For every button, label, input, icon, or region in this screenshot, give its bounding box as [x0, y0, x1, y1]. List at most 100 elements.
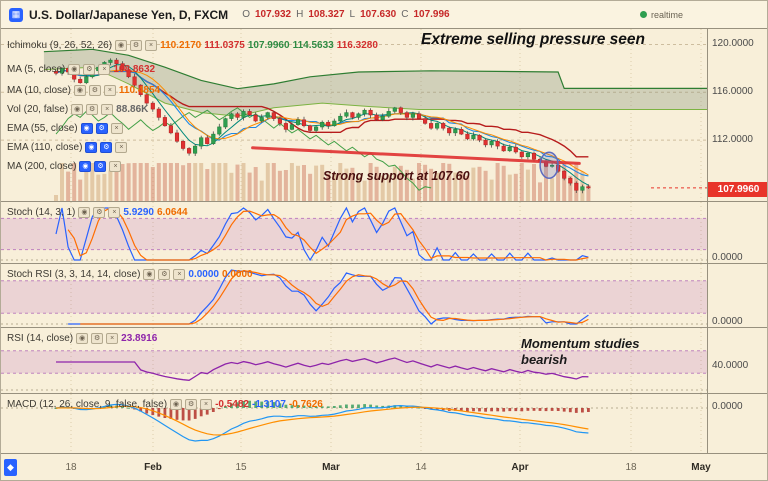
- eye-icon[interactable]: ◉: [71, 104, 84, 115]
- indicator-value: 6.0644: [156, 207, 188, 218]
- gear-icon[interactable]: ⚙: [100, 142, 113, 153]
- eye-icon[interactable]: ◉: [76, 333, 89, 344]
- rsi-chart-canvas[interactable]: [1, 328, 707, 393]
- time-axis[interactable]: ◆ 18 Feb 15 Mar 14 Apr 18 May: [1, 453, 767, 480]
- time-axis-label[interactable]: Mar: [322, 462, 340, 473]
- eye-icon[interactable]: ◉: [79, 161, 92, 172]
- eye-icon[interactable]: ◉: [170, 399, 183, 410]
- indicator-value: 88.86K: [116, 104, 149, 115]
- legend-row-ema110[interactable]: EMA (110, close) ◉ ⚙ ×: [7, 141, 128, 154]
- y-axis-label: 120.0000: [712, 38, 754, 49]
- eye-icon[interactable]: ◉: [80, 123, 93, 134]
- y-axis-label: 112.0000: [712, 134, 753, 145]
- high-value: 108.327: [308, 9, 345, 20]
- legend-row-ma5[interactable]: MA (5, close) ◉ ⚙ × 108.8632: [7, 63, 155, 76]
- low-value: 107.630: [360, 9, 397, 20]
- indicator-value: -0.7626: [288, 399, 323, 410]
- legend-row-ma10[interactable]: MA (10, close) ◉ ⚙ × 110.4854: [7, 84, 160, 97]
- realtime-label: realtime: [650, 9, 683, 20]
- time-axis-label[interactable]: 14: [415, 462, 427, 473]
- close-icon[interactable]: ×: [103, 85, 116, 96]
- stoch-header[interactable]: Stoch (14, 3, 1) ◉ ⚙ × 5.9290 6.0644: [7, 206, 188, 219]
- indicator-value: -1.3107: [252, 399, 286, 410]
- close-icon[interactable]: ×: [108, 207, 121, 218]
- close-icon[interactable]: ×: [106, 333, 119, 344]
- indicator-value: 108.8632: [113, 64, 156, 75]
- last-price-badge: 107.9960: [708, 182, 767, 197]
- gear-icon[interactable]: ⚙: [86, 104, 99, 115]
- macd-header[interactable]: MACD (12, 26, close, 9, false, false) ◉ …: [7, 398, 323, 411]
- rsi-header[interactable]: RSI (14, close) ◉ ⚙ × 23.8916: [7, 332, 157, 345]
- stoch-rsi-chart-canvas[interactable]: [1, 264, 707, 327]
- stoch-rsi-header[interactable]: Stoch RSI (3, 3, 14, 14, close) ◉ ⚙ × 0.…: [7, 268, 253, 281]
- time-axis-label[interactable]: 15: [235, 462, 247, 473]
- legend-label: MA (5, close): [7, 64, 66, 75]
- gear-icon[interactable]: ⚙: [158, 269, 171, 280]
- realtime-dot: [639, 11, 647, 18]
- indicator-value: 111.0375: [204, 40, 245, 51]
- indicator-value: 5.9290: [123, 207, 154, 218]
- legend-label: Stoch RSI (3, 3, 14, 14, close): [7, 269, 141, 280]
- close-icon[interactable]: ×: [115, 142, 128, 153]
- indicator-value: -0.5482: [215, 399, 249, 410]
- annotation-momentum: Momentum studies bearish: [521, 336, 640, 368]
- legend-label: Vol (20, false): [7, 104, 69, 115]
- gear-icon[interactable]: ⚙: [130, 40, 143, 51]
- close-icon[interactable]: ×: [109, 161, 122, 172]
- open-value: 107.932: [254, 9, 292, 20]
- indicator-value: 0.0000: [222, 269, 253, 280]
- stoch-rsi-pane[interactable]: Stoch RSI (3, 3, 14, 14, close) ◉ ⚙ × 0.…: [1, 263, 767, 327]
- gear-icon[interactable]: ⚙: [83, 64, 96, 75]
- eye-icon[interactable]: ◉: [115, 40, 128, 51]
- stoch-chart-canvas[interactable]: [1, 202, 707, 263]
- price-chart-canvas[interactable]: [1, 29, 707, 201]
- time-axis-label[interactable]: 18: [65, 462, 77, 473]
- close-icon[interactable]: ×: [110, 123, 123, 134]
- legend-row-ma200[interactable]: MA (200, close) ◉ ⚙ ×: [7, 160, 122, 173]
- gear-icon[interactable]: ⚙: [95, 123, 108, 134]
- symbol-title[interactable]: U.S. Dollar/Japanese Yen, D, FXCM: [29, 7, 229, 22]
- eye-icon[interactable]: ◉: [68, 64, 81, 75]
- gear-icon[interactable]: ⚙: [93, 207, 106, 218]
- close-value: 107.996: [413, 9, 450, 20]
- time-axis-label[interactable]: May: [691, 462, 711, 473]
- time-axis-label[interactable]: 18: [625, 462, 637, 473]
- indicator-value: 116.3280: [336, 40, 378, 51]
- legend-label: Stoch (14, 3, 1): [7, 207, 76, 218]
- indicator-value: 107.9960: [247, 40, 290, 51]
- price-axis[interactable]: [707, 29, 708, 480]
- close-icon[interactable]: ×: [145, 40, 158, 51]
- eye-icon[interactable]: ◉: [73, 85, 86, 96]
- close-icon[interactable]: ×: [200, 399, 213, 410]
- stoch-pane[interactable]: Stoch (14, 3, 1) ◉ ⚙ × 5.9290 6.0644: [1, 201, 767, 263]
- legend-row-ema55[interactable]: EMA (55, close) ◉ ⚙ ×: [7, 122, 123, 135]
- gear-icon[interactable]: ⚙: [91, 333, 104, 344]
- time-axis-label[interactable]: Feb: [144, 462, 162, 473]
- indicator-value: 110.2170: [160, 40, 202, 51]
- close-icon[interactable]: ×: [101, 104, 114, 115]
- high-label: H: [296, 9, 304, 20]
- y-axis-label: 40.0000: [712, 360, 749, 371]
- rsi-pane[interactable]: RSI (14, close) ◉ ⚙ × 23.8916 Momentum s…: [1, 327, 767, 393]
- low-label: L: [349, 9, 356, 20]
- eye-icon[interactable]: ◉: [143, 269, 156, 280]
- legend-label: EMA (110, close): [7, 142, 83, 153]
- legend-row-volume[interactable]: Vol (20, false) ◉ ⚙ × 88.86K: [7, 103, 148, 116]
- gear-icon[interactable]: ⚙: [185, 399, 198, 410]
- eye-icon[interactable]: ◉: [78, 207, 91, 218]
- gear-icon[interactable]: ⚙: [94, 161, 107, 172]
- symbol-menu-icon[interactable]: ▦: [9, 7, 23, 22]
- price-pane[interactable]: Ichimoku (9, 26, 52, 26) ◉ ⚙ × 110.2170 …: [1, 29, 767, 201]
- close-icon[interactable]: ×: [173, 269, 186, 280]
- legend-label: RSI (14, close): [7, 333, 74, 344]
- eye-icon[interactable]: ◉: [85, 142, 98, 153]
- macd-pane[interactable]: MACD (12, 26, close, 9, false, false) ◉ …: [1, 393, 767, 453]
- logo-badge[interactable]: ◆: [4, 459, 17, 476]
- legend-row-ichimoku[interactable]: Ichimoku (9, 26, 52, 26) ◉ ⚙ × 110.2170 …: [7, 39, 378, 52]
- time-axis-label[interactable]: Apr: [511, 462, 529, 473]
- gear-icon[interactable]: ⚙: [88, 85, 101, 96]
- realtime-indicator: realtime: [639, 9, 683, 20]
- macd-chart-canvas[interactable]: [1, 394, 707, 453]
- close-icon[interactable]: ×: [98, 64, 111, 75]
